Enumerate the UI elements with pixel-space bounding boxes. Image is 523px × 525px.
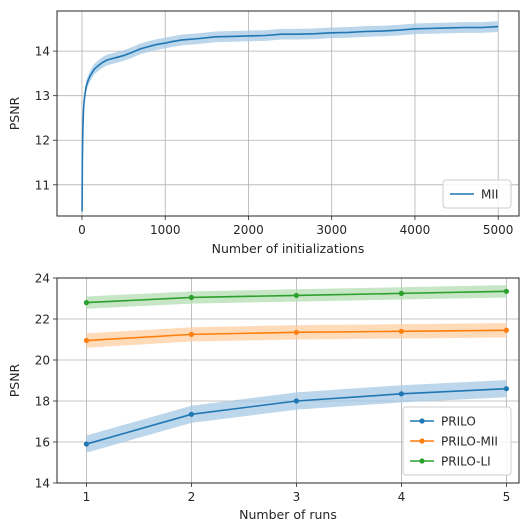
x-tick-label: 5000 — [483, 223, 514, 237]
x-tick-label: 1 — [83, 490, 91, 504]
legend-label: PRILO-LI — [441, 455, 491, 469]
legend-label: PRILO-MII — [441, 435, 498, 449]
chart-2: 1 2 3 4 5 14 16 18 20 22 24 Number of runs PSNR PRILO… — [7, 272, 520, 522]
y-tick-label: 22 — [35, 313, 50, 327]
data-point — [503, 288, 509, 294]
x-tick-label: 4000 — [400, 223, 431, 237]
data-point — [83, 337, 89, 344]
data-point — [188, 294, 194, 301]
series-line-MII — [81, 25, 499, 212]
y-tick-label: 18 — [35, 395, 50, 409]
x-tick-label: 5 — [503, 490, 511, 504]
x-tick-label: 3 — [293, 490, 301, 504]
data-point — [398, 328, 404, 334]
legend: PRILO PRILO-MII PRILO-LI — [402, 406, 512, 476]
data-point — [398, 290, 404, 296]
y-tick-label: 24 — [35, 272, 50, 286]
y-axis-label: PSNR — [7, 363, 22, 397]
data-point — [293, 329, 299, 335]
x-axis-label: Number of runs — [239, 507, 337, 522]
data-point — [398, 391, 404, 397]
legend-box — [402, 406, 512, 476]
data-point — [293, 398, 299, 404]
x-tick-label: 0 — [78, 223, 86, 237]
legend-label: MII — [481, 188, 498, 202]
data-point — [503, 386, 509, 392]
legend-box — [442, 179, 512, 209]
legend-marker — [419, 438, 425, 444]
y-tick-label: 14 — [35, 45, 50, 59]
x-axis-label: Number of initializations — [212, 241, 365, 256]
legend-label: PRILO — [441, 415, 476, 429]
x-tick-label: 1000 — [150, 223, 181, 237]
data-point — [188, 331, 194, 337]
series-band-PRILO — [86, 380, 507, 453]
data-point — [188, 411, 194, 417]
legend-marker — [419, 458, 425, 464]
x-tick-label: 4 — [398, 490, 406, 504]
series-band-MII — [82, 21, 499, 217]
legend: MII — [442, 179, 512, 209]
legend-marker — [419, 418, 425, 424]
y-tick-label: 14 — [35, 477, 50, 491]
y-tick-label: 12 — [35, 134, 50, 148]
y-tick-label: 20 — [35, 354, 50, 368]
y-tick-label: 11 — [35, 178, 50, 192]
data-point — [83, 441, 89, 447]
y-tick-label: 16 — [35, 436, 50, 450]
x-tick-label: 2000 — [233, 223, 264, 237]
y-axis-label: PSNR — [7, 96, 22, 130]
data-point — [503, 327, 509, 333]
axes-frame — [56, 277, 520, 484]
x-tick-label: 2 — [188, 490, 196, 504]
y-tick-label: 13 — [35, 89, 50, 103]
x-tick-label: 3000 — [316, 223, 347, 237]
data-point — [293, 292, 299, 299]
data-point — [83, 300, 89, 306]
chart-1: 0 1000 2000 3000 4000 5000 11 12 13 14 Number of i… — [7, 10, 520, 256]
axes-frame — [56, 10, 520, 217]
